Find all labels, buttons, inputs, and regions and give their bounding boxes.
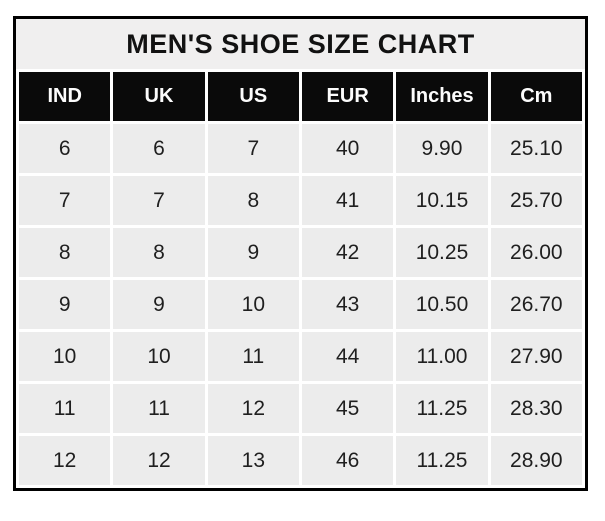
table-grid: IND UK US EUR Inches Cm 6 6 7 40 9.90 25.10 7 7… (16, 69, 585, 488)
table-cell: 10.50 (396, 280, 488, 329)
table-cell: 41 (302, 176, 394, 225)
page-title: MEN'S SHOE SIZE CHART (16, 19, 585, 69)
table-cell: 8 (113, 228, 205, 277)
header-cell-us: US (207, 72, 299, 121)
table-cell: 10 (19, 332, 111, 381)
table-cell: 13 (207, 436, 299, 485)
table-cell: 27.90 (490, 332, 582, 381)
header-cell-cm: Cm (490, 72, 582, 121)
table-cell: 10 (113, 332, 205, 381)
table-cell: 9 (113, 280, 205, 329)
table-cell: 7 (207, 124, 299, 173)
table-cell: 44 (302, 332, 394, 381)
table-cell: 9 (207, 228, 299, 277)
table-cell: 25.70 (490, 176, 582, 225)
header-cell-eur: EUR (302, 72, 394, 121)
table-cell: 8 (207, 176, 299, 225)
table-cell: 10 (207, 280, 299, 329)
table-cell: 11 (113, 384, 205, 433)
table-cell: 12 (207, 384, 299, 433)
table-cell: 10.15 (396, 176, 488, 225)
table-cell: 26.70 (490, 280, 582, 329)
table-cell: 26.00 (490, 228, 582, 277)
table-cell: 7 (19, 176, 111, 225)
table-cell: 46 (302, 436, 394, 485)
table-cell: 6 (113, 124, 205, 173)
table-cell: 40 (302, 124, 394, 173)
table-cell: 7 (113, 176, 205, 225)
table-cell: 42 (302, 228, 394, 277)
table-cell: 9 (19, 280, 111, 329)
header-cell-uk: UK (113, 72, 205, 121)
table-cell: 43 (302, 280, 394, 329)
table-cell: 11.25 (396, 436, 488, 485)
table-cell: 28.30 (490, 384, 582, 433)
table-cell: 11.25 (396, 384, 488, 433)
table-cell: 11 (19, 384, 111, 433)
table-cell: 45 (302, 384, 394, 433)
header-cell-inches: Inches (396, 72, 488, 121)
shoe-size-chart-table: MEN'S SHOE SIZE CHART IND UK US EUR Inch… (13, 16, 588, 491)
table-cell: 12 (19, 436, 111, 485)
table-cell: 28.90 (490, 436, 582, 485)
header-cell-ind: IND (19, 72, 111, 121)
table-cell: 8 (19, 228, 111, 277)
table-cell: 6 (19, 124, 111, 173)
table-cell: 10.25 (396, 228, 488, 277)
table-cell: 9.90 (396, 124, 488, 173)
table-cell: 11.00 (396, 332, 488, 381)
table-cell: 11 (207, 332, 299, 381)
table-cell: 12 (113, 436, 205, 485)
table-cell: 25.10 (490, 124, 582, 173)
